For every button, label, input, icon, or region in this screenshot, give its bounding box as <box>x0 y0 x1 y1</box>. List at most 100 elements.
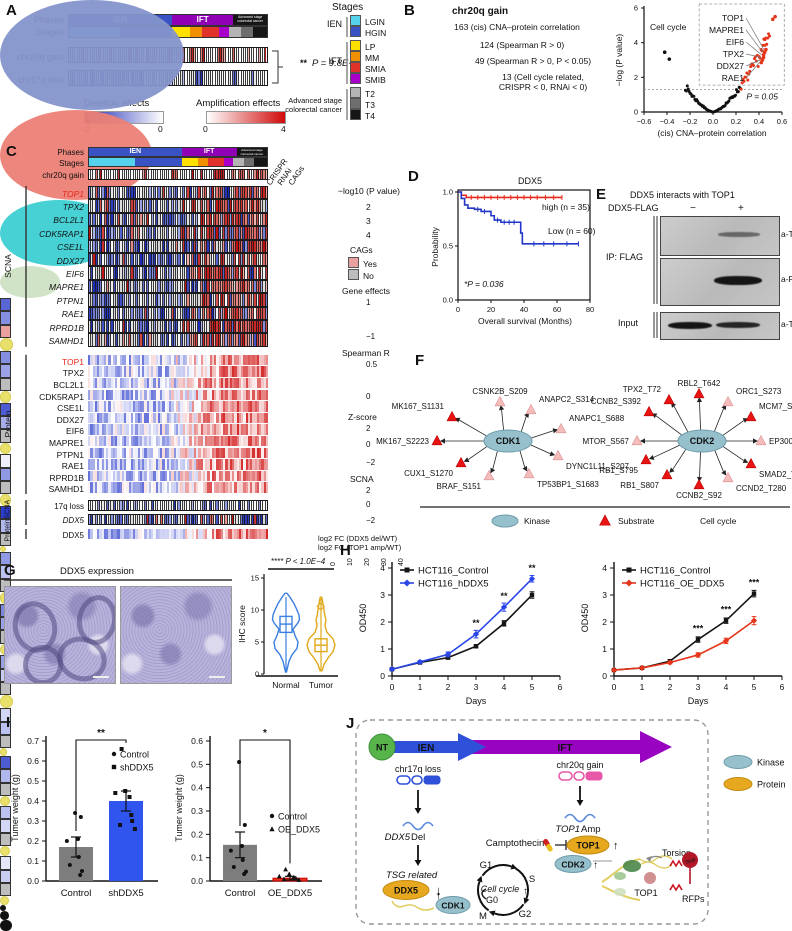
stage-name: SMIB <box>365 75 386 85</box>
cags-cell-CSE1L <box>0 532 11 546</box>
pvalue-bubble-RAE1 <box>0 795 11 807</box>
pvalue-bubble-BCL2L1 <box>0 442 12 455</box>
svg-text:0.5: 0.5 <box>191 759 203 769</box>
svg-text:3: 3 <box>474 682 479 692</box>
panel-i-label: I <box>6 714 11 731</box>
prot-strip-TOP1 <box>88 354 268 366</box>
stage-color-swatch <box>350 98 361 109</box>
phase-segment: Advanced stage colorectal cancer <box>236 148 267 156</box>
svg-text:40: 40 <box>520 305 528 314</box>
svg-text:Cell cycle: Cell cycle <box>481 884 520 894</box>
svg-text:0.6: 0.6 <box>27 756 39 766</box>
lane-plus: + <box>738 203 744 214</box>
stage-segment <box>233 158 244 166</box>
svg-text:DDX5: DDX5 <box>385 832 411 843</box>
kinase-network: MK167_S1131 CSNK2B_S209 ANAPC2_S314 ANAPC1_… <box>376 379 792 528</box>
prot-gene-RAE1: RAE1 <box>61 461 84 472</box>
scna-gene-RPRD1B: RPRD1B <box>49 322 84 333</box>
stage-segment <box>171 27 190 37</box>
svg-text:0.2: 0.2 <box>191 829 203 839</box>
stage-color-swatch <box>350 87 361 98</box>
svg-text:DDX27: DDX27 <box>717 61 745 71</box>
legend-cags-no: No <box>348 269 374 281</box>
phase-segment: IFT <box>171 15 234 25</box>
cags-cell-PTPN1 <box>0 734 11 749</box>
scna-strip-MAPRE1 <box>88 279 268 294</box>
scna-gene-CSE1L: CSE1L <box>57 242 84 253</box>
stages-group-ift: IFT <box>328 56 343 66</box>
svg-text:TOP1: TOP1 <box>555 824 580 835</box>
rnai-cell-BCL2L1 <box>0 415 11 430</box>
svg-text:0.0: 0.0 <box>708 117 718 126</box>
crispr-cell-TOP1 <box>0 298 11 312</box>
band-input-2 <box>716 322 760 328</box>
amplification-gradient <box>206 111 286 124</box>
legend-pvalue-dot-3 <box>0 911 9 920</box>
legend-gene-effects-title: Gene effects <box>342 286 391 296</box>
stage-color-swatch <box>350 26 361 37</box>
input-label: Input <box>618 318 639 328</box>
prot-gene-SAMHD1: SAMHD1 <box>48 484 84 495</box>
rnai-cell-CDK5RAP1 <box>0 467 11 481</box>
svg-text:80: 80 <box>586 305 594 314</box>
amplification-legend-title: Amplification effects <box>196 98 281 109</box>
tumor-weight-shddx5: 0.0 0.1 0.2 0.3 0.4 0.5 0.6 0.7 Tumer weight (g)… <box>10 728 158 899</box>
svg-text:RAE1: RAE1 <box>722 73 744 83</box>
stage-color-swatch <box>350 15 361 26</box>
prot-gene-RPRD1B: RPRD1B <box>49 472 84 483</box>
svg-text:Tumer weight (g): Tumer weight (g) <box>174 774 184 842</box>
svg-text:EP300_T885: EP300_T885 <box>769 437 792 446</box>
svg-text:5: 5 <box>752 682 757 692</box>
scna-gene-CDK5RAP1: CDK5RAP1 <box>39 228 84 239</box>
venn-ring-3 <box>0 266 60 298</box>
svg-text:CDK1: CDK1 <box>441 901 464 911</box>
svg-text:CDK1: CDK1 <box>496 436 521 446</box>
rnai-cell-RPRD1B <box>0 819 11 833</box>
pvalue-bubble-PTPN1 <box>0 748 8 756</box>
scale-bar <box>209 676 225 678</box>
panel-a-pvalue: P = 9.8E-3 <box>312 58 357 69</box>
panel-a-sig: ** <box>300 58 308 68</box>
svg-text:Low (n = 60): Low (n = 60) <box>548 226 596 236</box>
ddx5-flag-label: DDX5-FLAG <box>608 203 659 213</box>
stage-name: T2 <box>365 89 375 99</box>
panel-h-label: H <box>340 542 351 559</box>
svg-text:CCNB2_S92: CCNB2_S92 <box>676 491 722 500</box>
km-plot: DDX5 0.0 0.5 1.0 0 20 40 60 80 Overall survival (… <box>430 176 596 326</box>
legend-spearman-max: 0.5 <box>366 360 378 369</box>
svg-text:1: 1 <box>418 682 423 692</box>
band-ip-top1 <box>718 232 760 237</box>
legend-zscore-title: Z-score <box>348 412 377 422</box>
venn-text-2: 49 (Spearman R > 0, P < 0.05) <box>474 56 592 66</box>
band-ip-flag <box>714 276 762 285</box>
svg-text:Del: Del <box>411 832 425 843</box>
cags-no-swatch <box>348 269 359 280</box>
scna-gene-TOP1: TOP1 <box>61 188 84 199</box>
svg-text:0.6: 0.6 <box>777 117 787 126</box>
svg-text:OE_DDX5: OE_DDX5 <box>278 825 320 835</box>
svg-text:↑: ↑ <box>593 860 598 871</box>
legend-pvalue-dot-2 <box>0 905 6 912</box>
svg-text:0.4: 0.4 <box>754 117 764 126</box>
svg-text:chr17q loss: chr17q loss <box>395 764 442 774</box>
svg-text:Kinase: Kinase <box>524 516 550 526</box>
svg-text:4: 4 <box>602 563 607 573</box>
svg-text:Probability: Probability <box>430 226 440 266</box>
svg-text:Normal: Normal <box>272 680 300 690</box>
venn-text-3b: CRISPR < 0, RNAi < 0) <box>498 82 588 92</box>
block-label-scna: SCNA <box>3 254 13 279</box>
svg-text:0: 0 <box>612 682 617 692</box>
svg-text:G0: G0 <box>486 895 498 905</box>
svg-text:0: 0 <box>255 670 259 679</box>
scna-strip-EIF6 <box>88 266 268 280</box>
scale-bar <box>93 676 109 678</box>
svg-text:BRAF_S151: BRAF_S151 <box>437 482 482 491</box>
scna-strip-SAMHD1 <box>88 333 268 347</box>
rnai-cell-RAE1 <box>0 769 11 783</box>
svg-text:***: *** <box>749 578 760 588</box>
prot-gene-DDX27: DDX27 <box>56 414 84 425</box>
stage-segment <box>181 158 198 166</box>
stages-legend-item: HGIN <box>350 26 386 38</box>
svg-text:Amp: Amp <box>581 824 601 835</box>
svg-text:CSNK2B_S209: CSNK2B_S209 <box>472 387 528 396</box>
